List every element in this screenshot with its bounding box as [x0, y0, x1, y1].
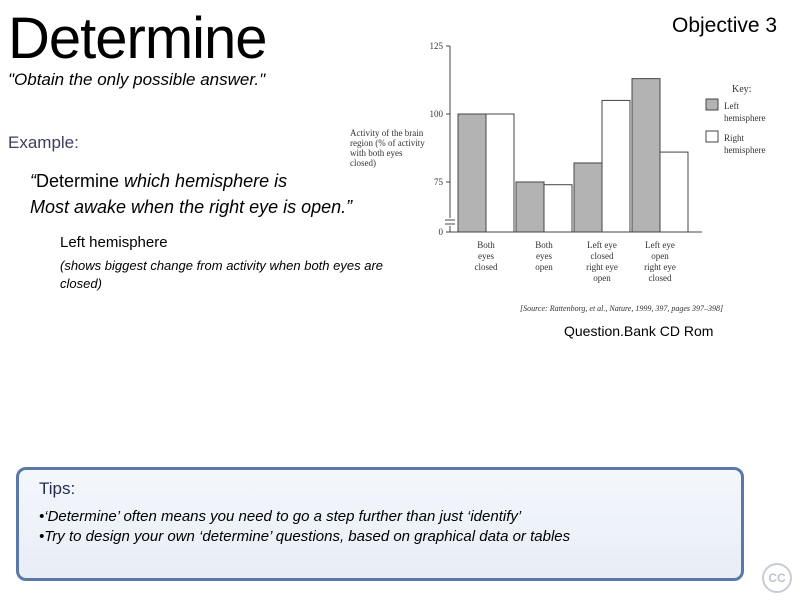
tips-box: Tips: •‘Determine’ often means you need …: [16, 467, 744, 581]
y-axis-label: Activity of the brain: [350, 128, 424, 138]
bar: [601, 99, 631, 233]
bar: [543, 184, 573, 233]
y-tick-label: 100: [430, 109, 444, 119]
cc-logo-icon: CC: [762, 563, 792, 593]
tips-title: Tips:: [39, 479, 76, 498]
question-keyword: Determine: [36, 171, 120, 191]
legend-label: hemisphere: [724, 113, 765, 123]
question-line1: which hemisphere is: [119, 171, 288, 191]
legend-label: hemisphere: [724, 145, 765, 155]
example-question: “Determine which hemisphere is Most awak…: [30, 168, 352, 220]
bar: [631, 78, 661, 233]
question-line2: Most awake when the right eye is open.”: [30, 197, 353, 217]
y-axis-label: closed): [350, 158, 376, 168]
x-tick-label: closed: [649, 273, 672, 283]
legend-label: Left: [724, 101, 739, 111]
bar: [485, 113, 515, 233]
x-tick-label: eyes: [536, 251, 552, 261]
x-tick-label: Both: [535, 240, 553, 250]
y-tick-label: 0: [439, 227, 444, 237]
x-tick-label: Both: [477, 240, 495, 250]
tip-item: •Try to design your own ‘determine’ ques…: [39, 528, 571, 545]
source-credit: Question.Bank CD Rom: [564, 323, 714, 339]
objective-label: Objective 3: [672, 14, 778, 37]
y-tick-label: 75: [434, 177, 444, 187]
x-tick-label: right eye: [586, 262, 618, 272]
x-tick-label: open: [593, 273, 611, 283]
x-tick-label: closed: [475, 262, 498, 272]
bar: [515, 181, 545, 233]
slide-title: Determine: [8, 6, 268, 71]
x-tick-label: eyes: [478, 251, 494, 261]
answer-text: Left hemisphere: [60, 234, 168, 251]
definition-quote: "Obtain the only possible answer.": [8, 70, 266, 89]
bar: [659, 151, 689, 233]
x-tick-label: open: [651, 251, 669, 261]
bar: [573, 162, 603, 233]
legend-swatch: [705, 130, 719, 143]
question-open-quote: “: [30, 171, 36, 191]
x-tick-label: Left eye: [587, 240, 617, 250]
bar: [457, 113, 487, 233]
chart-source: [Source: Rattenborg, et al., Nature, 199…: [520, 304, 723, 313]
legend-label: Right: [724, 133, 745, 143]
y-tick-label: 125: [430, 41, 444, 51]
answer-explanation: (shows biggest change from activity when…: [60, 258, 384, 291]
x-tick-label: Left eye: [645, 240, 675, 250]
example-label: Example:: [8, 133, 79, 152]
y-axis-label: with both eyes: [350, 148, 403, 158]
tip-item: •‘Determine’ often means you need to go …: [39, 508, 522, 525]
legend-title: Key:: [732, 84, 751, 95]
x-tick-label: closed: [591, 251, 614, 261]
x-tick-label: right eye: [644, 262, 676, 272]
x-tick-label: open: [535, 262, 553, 272]
legend-swatch: [705, 98, 719, 111]
y-axis-label: region (% of activity: [350, 138, 425, 148]
